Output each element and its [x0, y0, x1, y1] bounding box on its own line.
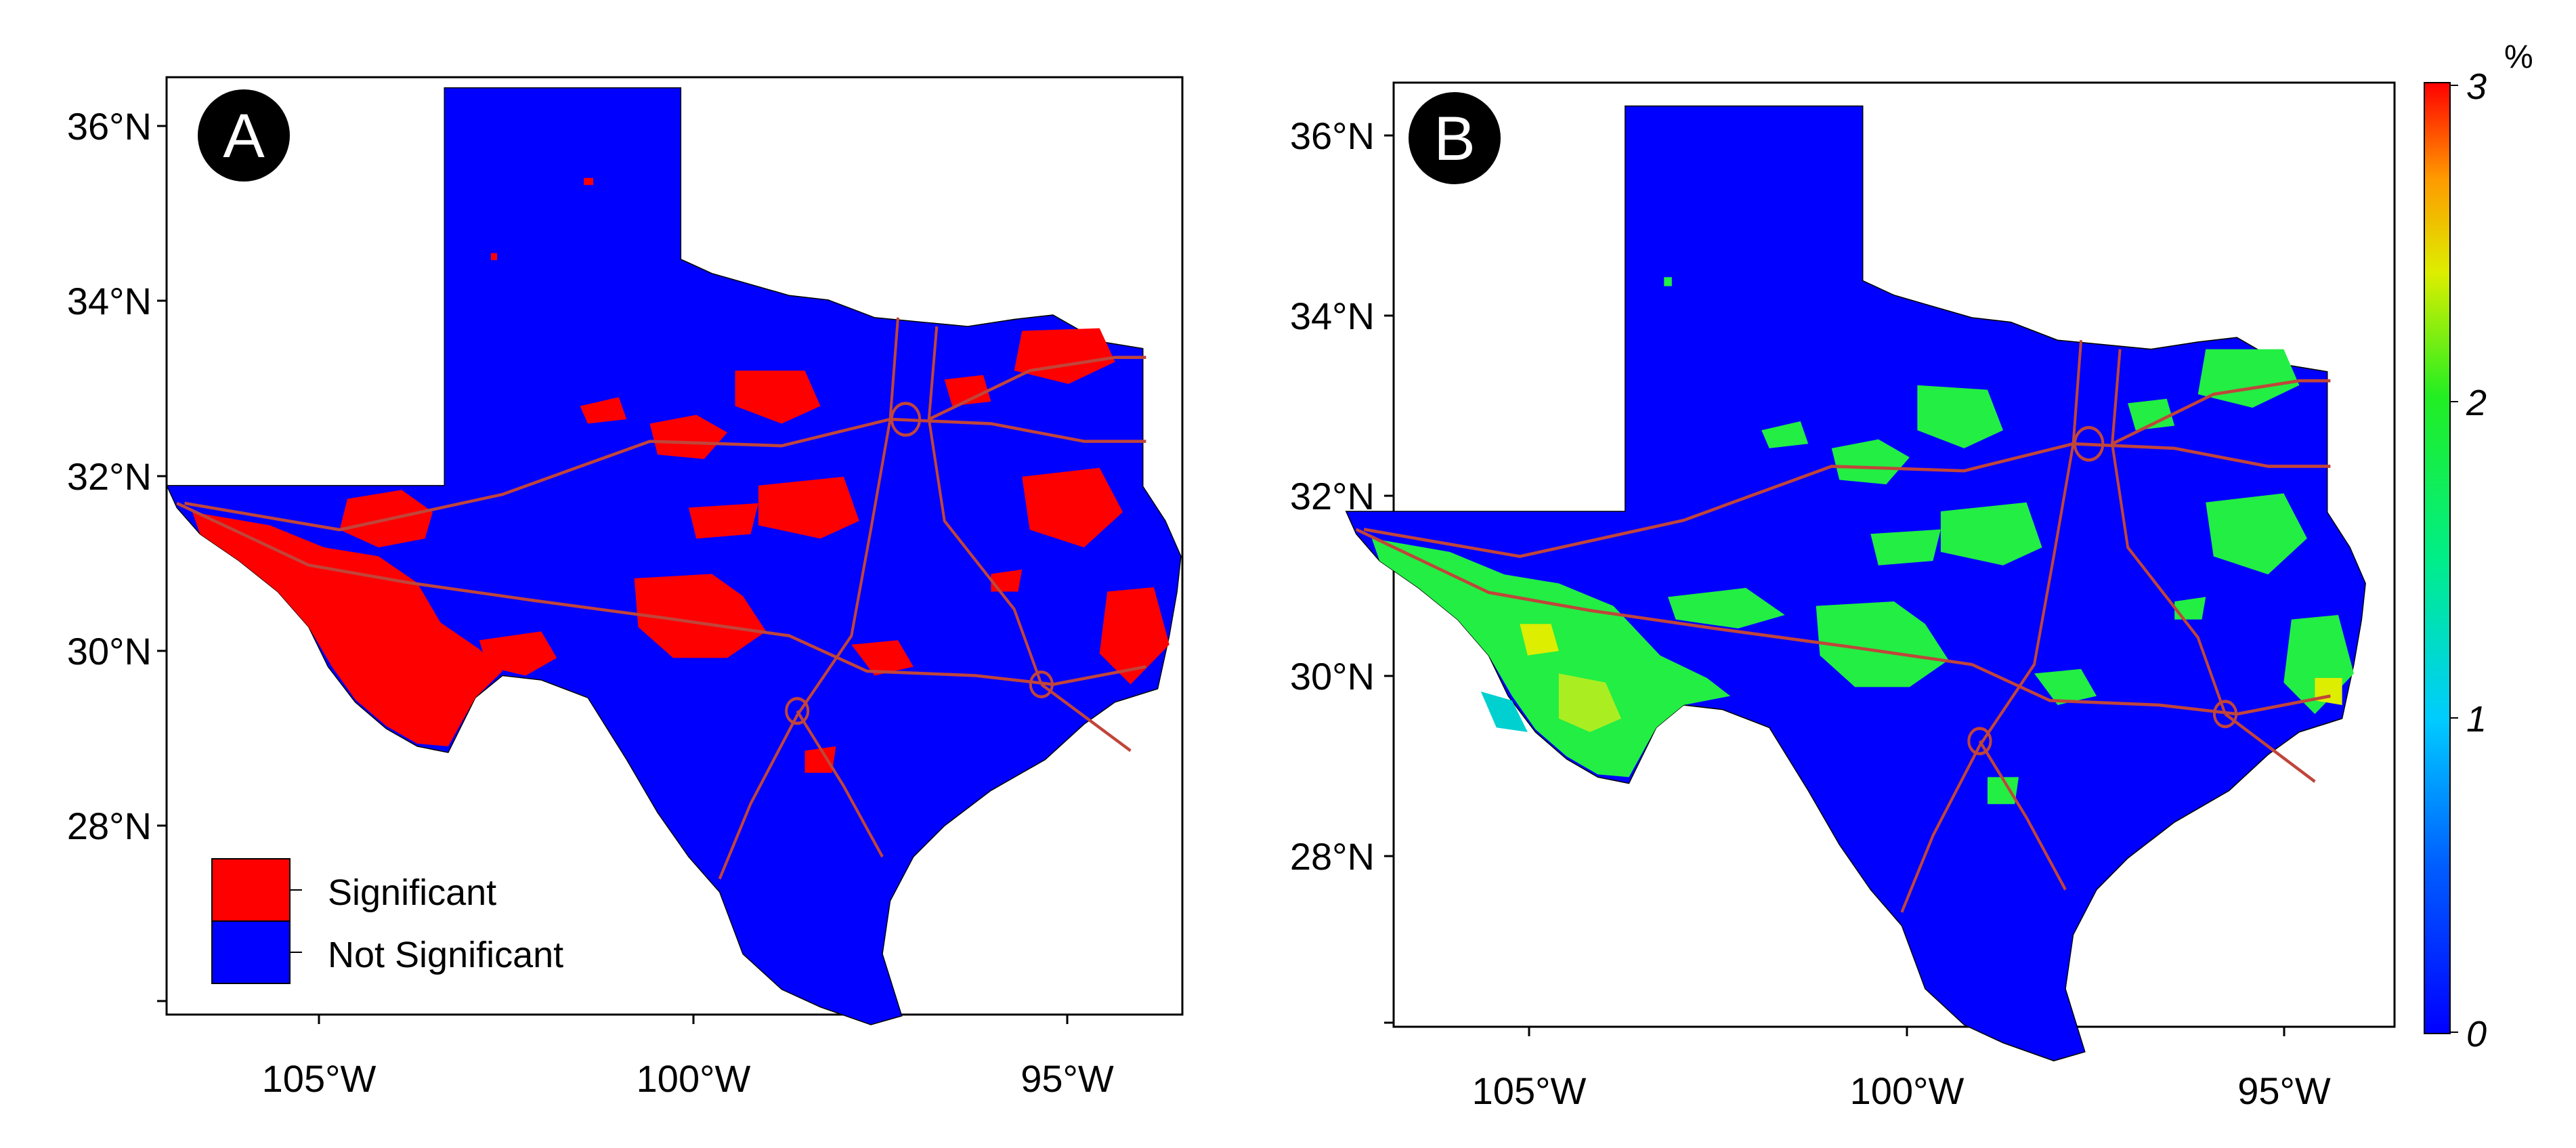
highways	[176, 317, 1146, 880]
percentage-areas	[1371, 277, 2354, 805]
colorbar-gradient	[2424, 82, 2451, 1034]
x-tick-100: 100°W	[637, 1057, 751, 1100]
significant-areas	[192, 177, 1169, 773]
y-tick-34: 34°N	[67, 280, 152, 322]
panel-b-label: B	[1434, 104, 1475, 173]
colorbar-unit: %	[2504, 39, 2533, 75]
panel-a-badge: A	[198, 89, 290, 182]
circle-badge-icon	[1409, 92, 1501, 184]
colorbar-tick-3: 3	[2466, 66, 2487, 107]
y-tick-30: 30°N	[67, 630, 152, 673]
highways	[1355, 340, 2331, 913]
colorbar-tick-1: 1	[2466, 699, 2487, 740]
colorbar-tick-2: 2	[2466, 383, 2487, 423]
panel-a-label: A	[223, 102, 265, 171]
panel-a: 36°N 34°N 32°N 30°N 28°N 105°W 100°W 95°…	[67, 77, 1182, 1100]
legend-swatch-not-significant	[211, 920, 291, 984]
panel-b-map	[1346, 106, 2366, 1061]
x-tick-105: 105°W	[1472, 1069, 1587, 1112]
colorbar-tick-0: 0	[2466, 1014, 2487, 1055]
y-tick-28: 28°N	[1290, 835, 1375, 878]
y-tick-36: 36°N	[67, 105, 152, 148]
panel-a-legend: Significant Not Significant	[211, 858, 563, 984]
x-tick-105: 105°W	[262, 1057, 377, 1100]
y-tick-34: 34°N	[1290, 295, 1375, 337]
y-tick-28: 28°N	[67, 805, 152, 847]
panel-b: 36°N 34°N 32°N 30°N 28°N 105°W 100°W 95°…	[1290, 39, 2533, 1112]
legend-label-significant: Significant	[328, 872, 496, 913]
y-tick-36: 36°N	[1290, 114, 1375, 157]
x-tick-95: 95°W	[1021, 1057, 1114, 1100]
legend-label-not-significant: Not Significant	[328, 935, 563, 975]
legend-swatch-significant	[211, 858, 291, 922]
x-tick-100: 100°W	[1850, 1069, 1965, 1112]
panel-a-map	[167, 88, 1181, 1025]
panel-b-y-axis	[1384, 134, 1394, 1024]
x-tick-95: 95°W	[2237, 1069, 2331, 1112]
y-tick-32: 32°N	[67, 455, 152, 498]
panel-b-badge: B	[1409, 92, 1501, 184]
panel-a-x-axis	[318, 1015, 1069, 1024]
colorbar: 3 2 1 0 %	[2424, 39, 2533, 1055]
y-tick-32: 32°N	[1290, 475, 1375, 517]
panel-b-x-axis	[1528, 1027, 2285, 1036]
circle-badge-icon	[198, 89, 290, 182]
y-tick-30: 30°N	[1290, 655, 1375, 698]
panel-a-y-axis	[157, 125, 167, 1002]
